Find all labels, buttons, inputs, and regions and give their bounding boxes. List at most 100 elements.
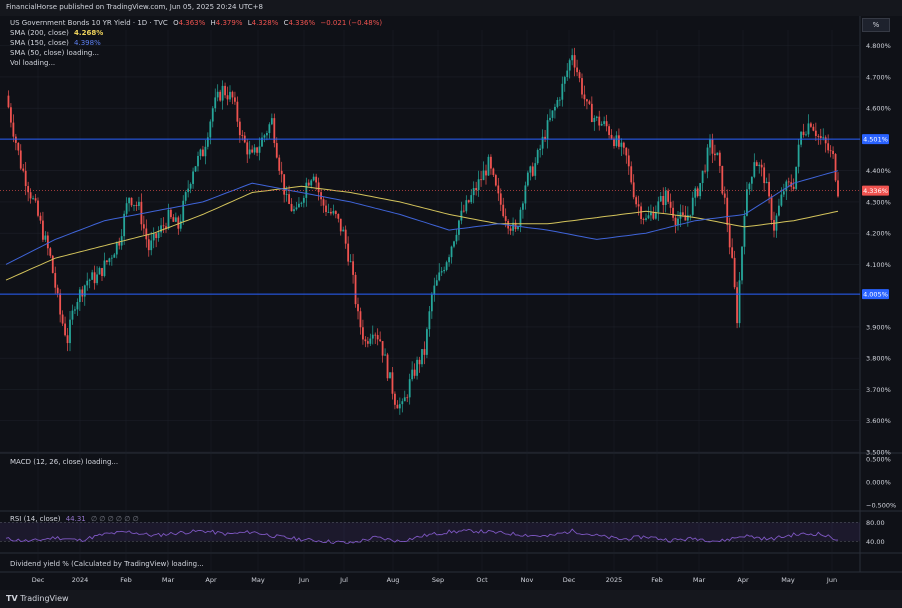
- candle-body: [797, 144, 800, 167]
- vol-legend[interactable]: Vol loading...: [10, 59, 58, 67]
- candle-body: [699, 183, 702, 197]
- candle-body: [315, 176, 318, 183]
- candle-body: [716, 152, 719, 156]
- y-tick-label: 4.600%: [866, 105, 891, 113]
- candle-body: [140, 201, 143, 225]
- candle-body: [558, 99, 561, 101]
- candle-body: [278, 157, 281, 171]
- candle-body: [746, 189, 748, 216]
- candle-body: [529, 166, 532, 173]
- candle-body: [519, 209, 522, 227]
- open-label: O: [173, 19, 179, 27]
- sma50-legend[interactable]: SMA (50, close) loading...: [10, 49, 102, 57]
- candle-body: [352, 261, 354, 275]
- y-tick-label: 4.200%: [866, 230, 891, 238]
- candle-body: [785, 181, 788, 192]
- candle-body: [590, 103, 593, 122]
- candle-body: [667, 190, 670, 202]
- candle-body: [696, 188, 699, 197]
- dividend-legend[interactable]: Dividend yield % (Calculated by TradingV…: [10, 560, 207, 568]
- candle-body: [645, 218, 647, 220]
- candle-body: [394, 393, 396, 405]
- candle-body: [401, 401, 404, 405]
- brand-text: TradingView: [20, 594, 69, 603]
- candle-body: [556, 100, 559, 107]
- candle-body: [792, 186, 795, 189]
- sma200-legend[interactable]: SMA (200, close) 4.268%: [10, 29, 106, 37]
- candle-body: [273, 118, 276, 144]
- candle-body: [403, 397, 406, 402]
- tradingview-logo[interactable]: TV TradingView: [6, 594, 69, 603]
- candle-body: [443, 269, 446, 272]
- candle-body: [251, 149, 254, 153]
- candle-body: [654, 211, 657, 219]
- candle-body: [74, 309, 76, 311]
- candle-body: [770, 196, 773, 221]
- candle-body: [108, 258, 111, 263]
- candle-body: [224, 85, 226, 96]
- candle-body: [539, 148, 542, 151]
- candle-body: [78, 289, 81, 303]
- candle-body: [536, 150, 539, 164]
- chart-canvas[interactable]: 4.800% 4.700% 4.600% 4.400% 4.300% 4.200% 4.10…: [0, 16, 902, 590]
- candle-body: [430, 294, 433, 312]
- candle-body: [187, 188, 190, 193]
- candle-body: [603, 121, 606, 124]
- x-tick-label: Sep: [432, 576, 444, 584]
- x-tick-label: Apr: [205, 576, 217, 584]
- high-value: 4.379%: [215, 19, 243, 27]
- candle-body: [39, 215, 42, 221]
- candle-body: [258, 146, 261, 153]
- macd-legend[interactable]: MACD (12, 26, close) loading...: [10, 458, 121, 466]
- candle-body: [344, 229, 347, 244]
- candle-body: [650, 212, 652, 216]
- candle-body: [199, 149, 202, 156]
- candle-body: [512, 222, 514, 231]
- candle-body: [389, 372, 391, 379]
- y-tick-label: 4.800%: [866, 42, 891, 50]
- candle-body: [138, 201, 140, 206]
- candle-body: [711, 139, 714, 154]
- candle-body: [236, 101, 239, 122]
- sma150-legend[interactable]: SMA (150, close) 4.398%: [10, 39, 104, 47]
- candle-body: [615, 135, 618, 147]
- x-tick-label: 2024: [72, 576, 89, 584]
- candle-body: [795, 166, 798, 189]
- candle-body: [179, 221, 182, 229]
- candle-body: [682, 212, 684, 216]
- sma150-line: [5, 170, 839, 265]
- candle-body: [364, 339, 367, 342]
- candle-body: [627, 155, 630, 167]
- candle-body: [177, 217, 180, 229]
- candle-body: [19, 150, 22, 169]
- candle-body: [475, 188, 478, 191]
- rsi-legend[interactable]: RSI (14, close) 44.31 ∅ ∅ ∅ ∅ ∅ ∅: [10, 515, 142, 523]
- candle-body: [753, 162, 756, 177]
- candle-body: [238, 121, 241, 136]
- close-label: C: [283, 19, 289, 27]
- candle-body: [376, 335, 379, 340]
- candle-body: [578, 72, 581, 79]
- candle-body: [83, 285, 86, 297]
- candle-body: [46, 235, 49, 249]
- candle-body: [440, 271, 443, 273]
- candle-body: [726, 197, 729, 226]
- y-tick-label: 3.700%: [866, 386, 891, 394]
- candle-body: [760, 164, 763, 168]
- candle-body: [256, 147, 258, 153]
- candle-body: [197, 155, 199, 167]
- candle-body: [620, 142, 623, 147]
- candle-body: [470, 195, 473, 203]
- publisher-bar: FinancialHorse published on TradingView.…: [0, 0, 902, 16]
- macd-axis-label: 0.500%: [866, 456, 891, 464]
- candle-body: [462, 210, 465, 212]
- candle-body: [822, 137, 825, 139]
- candle-body: [773, 220, 775, 231]
- candle-body: [320, 192, 322, 200]
- candle-body: [189, 183, 192, 189]
- candle-body: [76, 302, 79, 310]
- candle-body: [652, 212, 655, 219]
- publisher-text: FinancialHorse published on TradingView.…: [6, 3, 263, 11]
- percent-scale-button[interactable]: %: [862, 18, 890, 32]
- rsi-axis-label: 40.00: [866, 538, 885, 546]
